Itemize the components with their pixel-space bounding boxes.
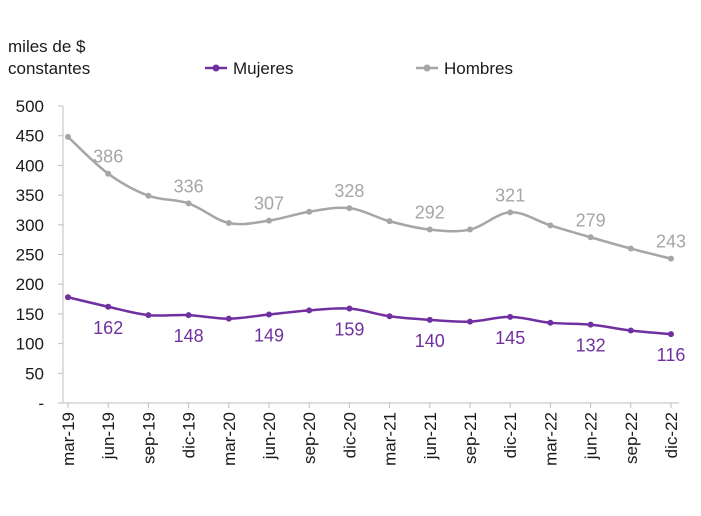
data-label-hombres: 292 (415, 203, 445, 223)
x-tick-label: jun-20 (260, 412, 279, 460)
x-tick-label: sep-19 (139, 412, 158, 464)
y-tick-label: 400 (16, 156, 44, 175)
y-tick-label: 350 (16, 186, 44, 205)
legend-label-mujeres: Mujeres (233, 59, 293, 78)
data-point-mujeres (145, 312, 152, 319)
data-point-mujeres (627, 327, 634, 334)
y-tick-label: 300 (16, 216, 44, 235)
x-tick-label: mar-22 (541, 412, 560, 466)
x-tick-label: jun-19 (99, 412, 118, 460)
x-tick-label: dic-21 (501, 412, 520, 458)
data-point-hombres (627, 245, 634, 252)
data-label-hombres: 279 (576, 210, 606, 230)
y-axis-title: miles de $ constantes (8, 36, 90, 80)
series-line-hombres (67, 135, 672, 260)
legend-marker-mujeres (212, 64, 220, 72)
data-label-mujeres: 162 (93, 318, 123, 338)
data-point-mujeres (105, 303, 112, 310)
data-label-hombres: 328 (334, 181, 364, 201)
data-point-mujeres (426, 316, 433, 323)
x-tick-label: mar-21 (381, 412, 400, 466)
data-point-hombres (266, 217, 272, 224)
x-tick-label: mar-20 (220, 412, 239, 466)
data-point-hombres (507, 209, 514, 216)
x-tick-label: dic-20 (340, 412, 359, 458)
data-point-hombres (65, 133, 71, 140)
data-point-mujeres (668, 331, 674, 338)
data-point-mujeres (587, 321, 594, 328)
data-point-mujeres (306, 307, 313, 314)
data-point-hombres (467, 226, 473, 233)
data-point-mujeres (547, 319, 554, 326)
x-tick-label: dic-19 (180, 412, 199, 458)
data-point-mujeres (386, 313, 393, 320)
data-point-hombres (346, 205, 353, 212)
data-point-hombres (306, 208, 313, 215)
x-tick-label: jun-22 (582, 412, 601, 460)
y-tick-label: 100 (16, 335, 44, 354)
x-tick-label: mar-19 (59, 412, 78, 466)
data-point-hombres (185, 200, 192, 207)
x-tick-label: sep-21 (461, 412, 480, 464)
x-tick-label: dic-22 (662, 412, 681, 458)
y-axis-title-line1: miles de $ (8, 37, 86, 56)
data-label-hombres: 386 (93, 147, 123, 167)
data-point-hombres (105, 170, 112, 177)
data-label-mujeres: 132 (576, 336, 606, 356)
data-label-mujeres: 148 (174, 326, 204, 346)
series-line-mujeres (67, 296, 672, 336)
data-point-mujeres (65, 294, 71, 301)
data-label-hombres: 336 (174, 176, 204, 196)
data-point-mujeres (185, 312, 192, 319)
data-point-hombres (386, 218, 393, 225)
data-point-hombres (426, 226, 433, 233)
data-point-mujeres (266, 311, 272, 318)
data-point-mujeres (346, 305, 353, 312)
data-label-mujeres: 149 (254, 325, 284, 345)
y-tick-label: 150 (16, 305, 44, 324)
data-point-hombres (225, 220, 232, 227)
y-tick-label: - (38, 394, 44, 413)
data-label-hombres: 307 (254, 194, 284, 214)
y-tick-label: 500 (16, 97, 44, 116)
data-point-hombres (668, 255, 674, 262)
data-label-mujeres: 116 (657, 345, 686, 365)
x-tick-label: jun-21 (421, 412, 440, 460)
data-label-hombres: 321 (495, 185, 525, 205)
legend-marker-hombres (423, 64, 431, 72)
data-point-hombres (547, 222, 554, 229)
x-tick-label: sep-20 (300, 412, 319, 464)
data-label-mujeres: 140 (415, 331, 445, 351)
legend-label-hombres: Hombres (444, 59, 513, 78)
data-point-mujeres (467, 318, 473, 325)
data-point-mujeres (225, 315, 232, 322)
y-tick-label: 450 (16, 127, 44, 146)
data-point-mujeres (507, 313, 514, 320)
data-label-hombres: 243 (656, 232, 686, 252)
data-point-hombres (145, 192, 152, 199)
data-label-mujeres: 159 (334, 320, 364, 340)
y-axis-title-line2: constantes (8, 59, 91, 78)
x-tick-label: sep-22 (622, 412, 641, 464)
data-point-hombres (587, 234, 594, 241)
y-tick-label: 200 (16, 275, 44, 294)
y-tick-label: 250 (16, 246, 44, 265)
y-tick-label: 50 (25, 364, 44, 383)
data-label-mujeres: 145 (495, 328, 525, 348)
